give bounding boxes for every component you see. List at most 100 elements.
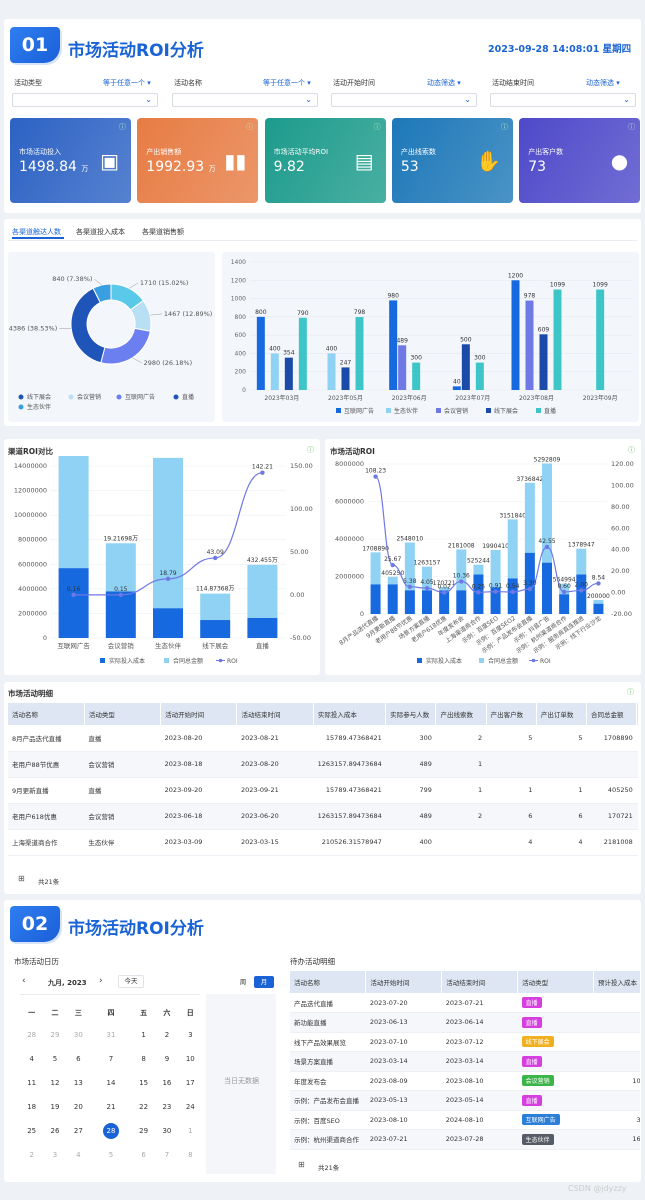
column-header[interactable]: 活动名称: [8, 703, 85, 725]
calendar-day[interactable]: 28: [27, 1031, 37, 1039]
calendar-day[interactable]: 27: [73, 1127, 83, 1135]
calendar-day[interactable]: 23: [162, 1103, 172, 1111]
column-header[interactable]: 实际投入成本: [313, 703, 387, 725]
column-header[interactable]: 活动开始时间: [160, 703, 238, 725]
tab-reach[interactable]: 各渠道触达人数: [12, 228, 61, 236]
today-button[interactable]: 今天: [118, 975, 144, 988]
calendar-day[interactable]: 30: [162, 1127, 172, 1135]
calendar-day[interactable]: 8: [141, 1055, 146, 1063]
calendar-today[interactable]: 28: [102, 1123, 119, 1139]
calendar-day[interactable]: 18: [27, 1103, 37, 1111]
calendar-day[interactable]: 15: [139, 1079, 149, 1087]
calendar-day[interactable]: 13: [73, 1079, 83, 1087]
calendar-day[interactable]: 6: [141, 1151, 146, 1159]
filter-operator[interactable]: 动态筛选 ▾: [586, 79, 620, 87]
column-header[interactable]: 产出客户数: [486, 703, 537, 725]
calendar-day[interactable]: 26: [50, 1127, 60, 1135]
filter-select[interactable]: ⌄: [331, 93, 477, 107]
column-header[interactable]: 活动类型: [517, 971, 595, 993]
calendar-day[interactable]: 8: [188, 1151, 193, 1159]
calendar-day[interactable]: 2: [29, 1151, 34, 1159]
calendar-day[interactable]: 3: [188, 1031, 193, 1039]
calendar-day[interactable]: 4: [29, 1055, 34, 1063]
column-header[interactable]: 产出线索数: [435, 703, 487, 725]
column-header[interactable]: 产出订单数: [536, 703, 588, 725]
calendar-day[interactable]: 12: [50, 1079, 60, 1087]
info-icon[interactable]: ⓘ: [246, 123, 254, 131]
column-header[interactable]: 活动名称: [290, 971, 367, 993]
calendar-day[interactable]: 1: [141, 1031, 146, 1039]
calendar-day[interactable]: 30: [73, 1031, 83, 1039]
calendar-day[interactable]: 25: [27, 1127, 37, 1135]
table-row[interactable]: 老用户88节优惠 会议营销 2023-08-18 2023-08-20 1263157.…: [8, 751, 638, 778]
calendar-day[interactable]: 20: [73, 1103, 83, 1111]
table-row[interactable]: 上海渠道商合作 生态伙伴 2023-03-09 2023-03-15 210526.31…: [8, 829, 638, 856]
tab-sales[interactable]: 各渠道销售额: [142, 228, 184, 236]
calendar-day[interactable]: 17: [185, 1079, 195, 1087]
week-view-button[interactable]: 周: [239, 978, 247, 986]
calendar-day[interactable]: 6: [76, 1055, 81, 1063]
info-icon[interactable]: ⓘ: [500, 123, 508, 131]
calendar-day[interactable]: 14: [106, 1079, 116, 1087]
calendar-day[interactable]: 9: [164, 1055, 170, 1063]
tab-cost[interactable]: 各渠道投入成本: [76, 228, 125, 236]
calendar-day[interactable]: 5: [108, 1151, 114, 1159]
filter-select[interactable]: ⌄: [172, 93, 318, 107]
info-icon[interactable]: ⓘ: [119, 123, 126, 131]
info-icon[interactable]: ⓘ: [373, 123, 381, 131]
calendar-day[interactable]: 3: [52, 1151, 58, 1159]
calendar-day[interactable]: 4: [76, 1151, 81, 1159]
table-row[interactable]: 8月产品迭代直播 直播 2023-08-20 2023-08-21 15789.4736…: [8, 725, 638, 752]
table-row[interactable]: 老用户618优惠 会议营销 2023-06-18 2023-06-20 1263157.…: [8, 803, 638, 830]
x-tick-label: 2023年06月: [392, 394, 427, 402]
info-icon[interactable]: ⓘ: [628, 123, 636, 131]
info-icon[interactable]: ⓘ: [627, 688, 634, 696]
calendar-day[interactable]: 19: [50, 1103, 60, 1111]
calendar-day[interactable]: 7: [164, 1151, 170, 1159]
column-header[interactable]: 活动结束时间: [441, 971, 519, 993]
info-icon[interactable]: ⓘ: [628, 446, 635, 454]
calendar-day[interactable]: 22: [139, 1103, 149, 1111]
column-header[interactable]: 活动结束时间: [236, 703, 314, 725]
next-month-icon[interactable]: ›: [99, 976, 103, 986]
calendar-day[interactable]: 29: [139, 1127, 149, 1135]
filter-select[interactable]: ⌄: [490, 93, 636, 107]
calendar-day[interactable]: 31: [106, 1031, 116, 1039]
filter-operator[interactable]: 动态筛选 ▾: [427, 79, 461, 87]
column-header[interactable]: 合同总金额: [586, 703, 638, 725]
calendar-day[interactable]: 7: [108, 1055, 114, 1063]
info-icon[interactable]: ⓘ: [307, 446, 314, 454]
grid-icon[interactable]: ⊞: [298, 1160, 305, 1169]
calendar-day[interactable]: 5: [52, 1055, 58, 1063]
prev-month-icon[interactable]: ‹: [22, 976, 26, 986]
calendar-day[interactable]: 1: [188, 1127, 193, 1135]
column-header[interactable]: 实际参与人数: [385, 703, 437, 725]
calendar-day[interactable]: 11: [27, 1079, 37, 1087]
column-header[interactable]: 预计投入成本: [593, 971, 640, 993]
table-row[interactable]: 9月更新直播 直播 2023-09-20 2023-09-21 15789.473684…: [8, 777, 638, 804]
column-header[interactable]: 活动开始时间: [365, 971, 443, 993]
filter-operator[interactable]: 等于任意一个 ▾: [263, 79, 311, 87]
calendar-day[interactable]: 10: [185, 1055, 195, 1063]
calendar-day[interactable]: 28: [90, 1119, 132, 1143]
column-header[interactable]: 活动类型: [84, 703, 162, 725]
grid-icon[interactable]: ⊞: [18, 874, 25, 883]
column-header[interactable]: ROI: [636, 703, 638, 725]
calendar-day[interactable]: 21: [106, 1103, 116, 1111]
calendar-day[interactable]: 24: [185, 1103, 195, 1111]
calendar-day[interactable]: 2: [164, 1031, 170, 1039]
filter-operator[interactable]: 等于任意一个 ▾: [103, 79, 151, 87]
calendar-day[interactable]: 16: [162, 1079, 172, 1087]
month-view-button[interactable]: 月: [254, 976, 274, 988]
calendar-day[interactable]: 29: [50, 1031, 60, 1039]
filter-select[interactable]: ⌄: [12, 93, 158, 107]
table-cell: 直播: [517, 1012, 594, 1033]
